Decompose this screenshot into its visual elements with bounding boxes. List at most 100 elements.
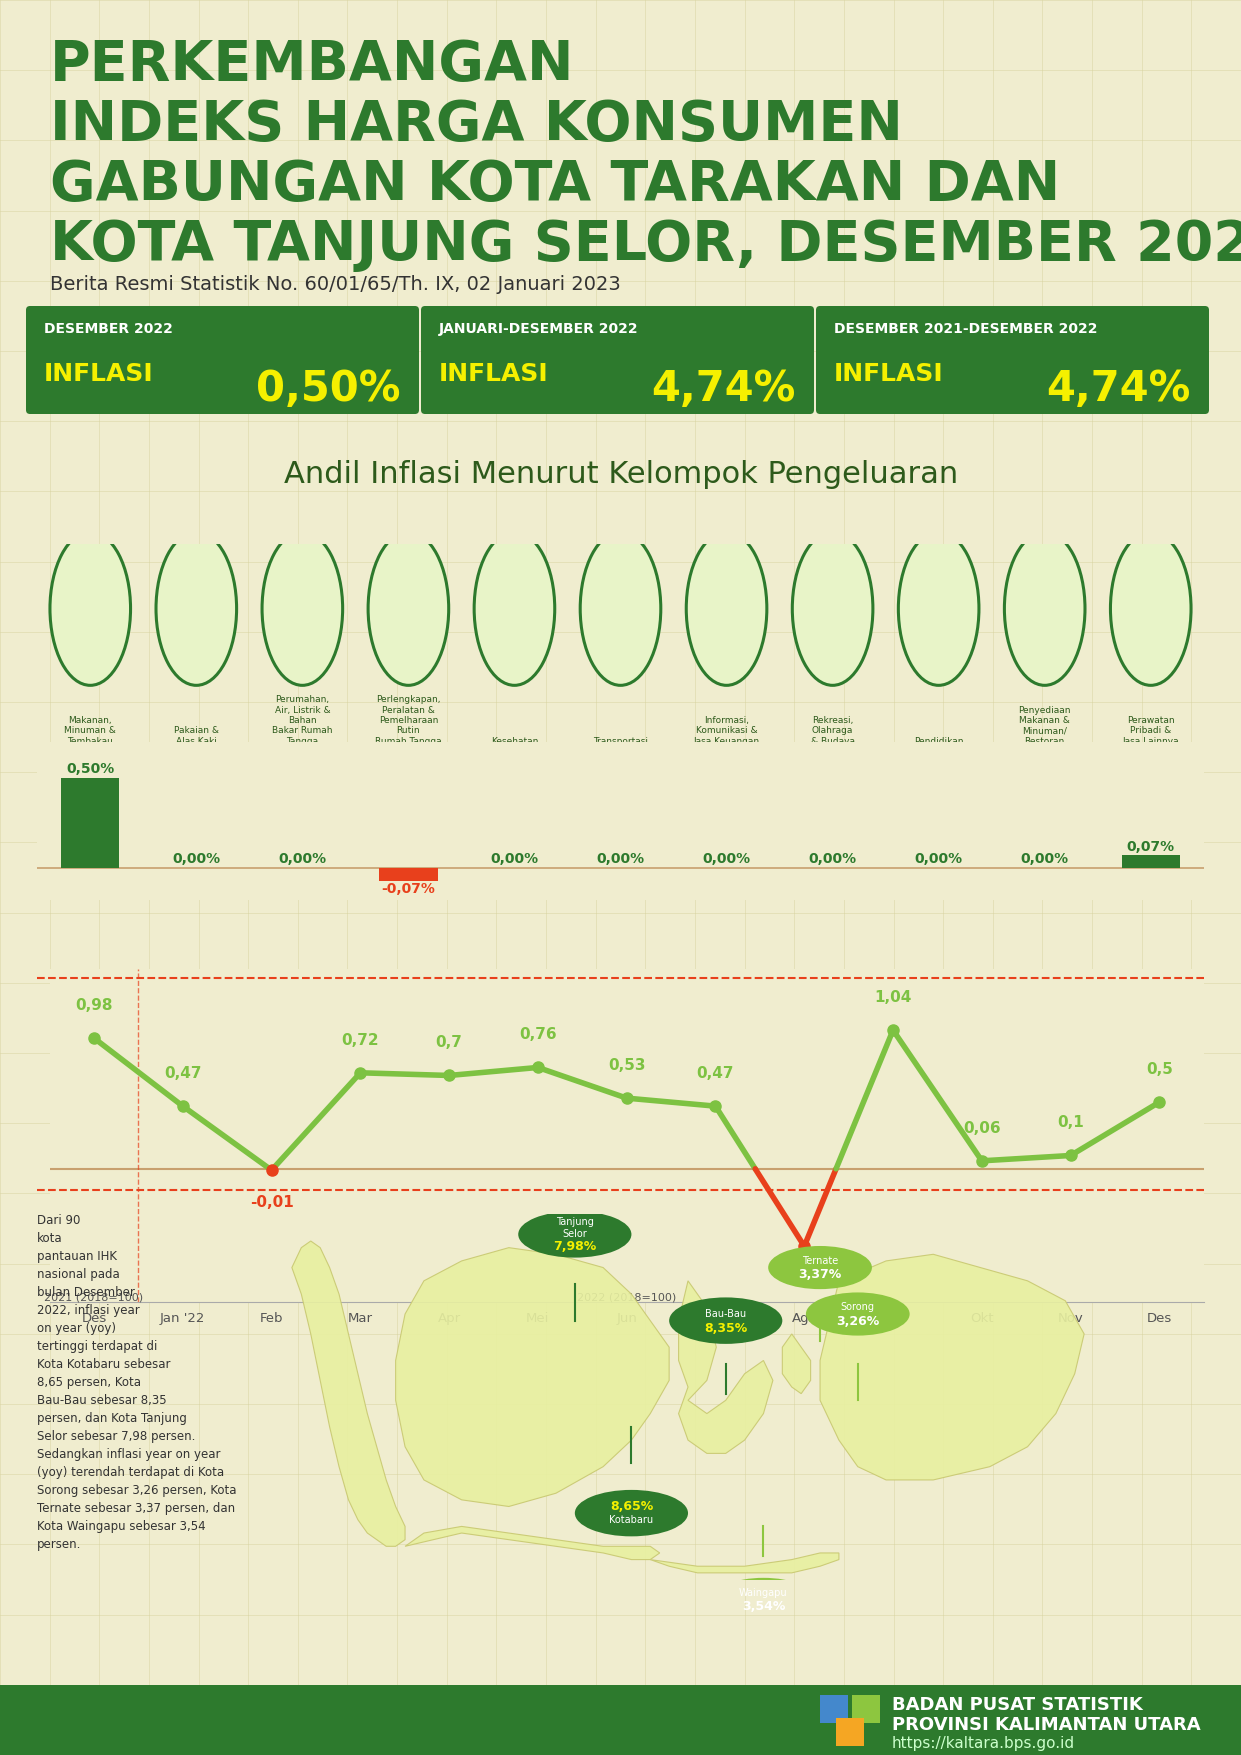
Bar <box>1122 855 1180 869</box>
Text: PERKEMBANGAN: PERKEMBANGAN <box>50 39 575 91</box>
Text: 0,00%: 0,00% <box>702 853 751 867</box>
Polygon shape <box>405 1527 660 1560</box>
Text: di 90 Kota: di 90 Kota <box>544 1179 697 1209</box>
Text: 2021 (2018=100): 2021 (2018=100) <box>45 1292 144 1302</box>
Text: 0,00%: 0,00% <box>278 853 326 867</box>
Circle shape <box>792 532 872 686</box>
Text: Sorong: Sorong <box>841 1302 875 1313</box>
Text: 0,1: 0,1 <box>1057 1116 1083 1130</box>
Circle shape <box>1111 532 1191 686</box>
Text: 0,5: 0,5 <box>1145 1062 1173 1078</box>
Circle shape <box>581 532 660 686</box>
Text: 0,00%: 0,00% <box>915 853 963 867</box>
Text: JANUARI-DESEMBER 2022: JANUARI-DESEMBER 2022 <box>439 321 639 335</box>
Text: Rekreasi,
Olahraga
& Budaya: Rekreasi, Olahraga & Budaya <box>810 716 855 746</box>
Text: Makanan,
Minuman &
Tembakau: Makanan, Minuman & Tembakau <box>65 716 117 746</box>
Text: https://kaltara.bps.go.id: https://kaltara.bps.go.id <box>892 1736 1075 1751</box>
Circle shape <box>369 532 449 686</box>
Polygon shape <box>679 1281 773 1453</box>
Text: 3,54%: 3,54% <box>742 1599 786 1613</box>
Text: INFLASI: INFLASI <box>834 362 943 386</box>
Text: 8,35%: 8,35% <box>704 1322 747 1336</box>
FancyBboxPatch shape <box>853 1695 880 1723</box>
Text: Waingapu: Waingapu <box>740 1588 788 1597</box>
Text: Perumahan,
Air, Listrik &
Bahan
Bakar Rumah
Tangga: Perumahan, Air, Listrik & Bahan Bakar Ru… <box>272 695 333 746</box>
Text: INDEKS HARGA KONSUMEN: INDEKS HARGA KONSUMEN <box>50 98 903 153</box>
Text: 0,00%: 0,00% <box>809 853 856 867</box>
Ellipse shape <box>519 1211 632 1258</box>
Ellipse shape <box>669 1297 782 1344</box>
Text: Ternate: Ternate <box>802 1257 838 1265</box>
Text: Pendidikan: Pendidikan <box>913 737 963 746</box>
Ellipse shape <box>805 1292 910 1336</box>
Text: Kotabaru: Kotabaru <box>609 1515 654 1525</box>
Text: Transportasi: Transportasi <box>593 737 648 746</box>
Ellipse shape <box>711 1578 815 1622</box>
Circle shape <box>50 532 130 686</box>
Circle shape <box>1004 532 1085 686</box>
Text: BADAN PUSAT STATISTIK: BADAN PUSAT STATISTIK <box>892 1695 1143 1715</box>
Text: 3,26%: 3,26% <box>836 1316 880 1329</box>
Text: Tanjung
Selor: Tanjung Selor <box>556 1216 593 1239</box>
Text: 1,04: 1,04 <box>875 990 912 1006</box>
Text: 0,53: 0,53 <box>608 1058 645 1072</box>
Text: Perlengkapan,
Peralatan &
Pemelharaan
Rutin
Rumah Tangga: Perlengkapan, Peralatan & Pemelharaan Ru… <box>375 695 442 746</box>
Text: DESEMBER 2022: DESEMBER 2022 <box>43 321 172 335</box>
Text: -0,58: -0,58 <box>782 1271 827 1286</box>
Text: Kesehatan: Kesehatan <box>490 737 539 746</box>
Text: 0,47: 0,47 <box>696 1065 735 1081</box>
FancyBboxPatch shape <box>820 1695 848 1723</box>
Text: 0,76: 0,76 <box>519 1027 557 1042</box>
FancyBboxPatch shape <box>0 1685 1241 1755</box>
Bar <box>380 869 438 881</box>
Text: 0,50%: 0,50% <box>257 369 401 411</box>
Text: 0,07%: 0,07% <box>1127 839 1175 853</box>
Circle shape <box>898 532 979 686</box>
Text: DESEMBER 2021-DESEMBER 2022: DESEMBER 2021-DESEMBER 2022 <box>834 321 1097 335</box>
FancyBboxPatch shape <box>26 305 419 414</box>
Text: Informasi,
Komunikasi &
Jasa Keuangan: Informasi, Komunikasi & Jasa Keuangan <box>694 716 759 746</box>
Text: Perawatan
Pribadi &
Jasa Lainnya: Perawatan Pribadi & Jasa Lainnya <box>1122 716 1179 746</box>
Text: 0,00%: 0,00% <box>1020 853 1069 867</box>
Text: 3,37%: 3,37% <box>798 1267 841 1281</box>
Text: 0,06: 0,06 <box>963 1121 1000 1135</box>
Text: Dari 90
kota
pantauan IHK
nasional pada
bulan Desember
2022, inflasi year
on yea: Dari 90 kota pantauan IHK nasional pada … <box>37 1214 237 1551</box>
FancyBboxPatch shape <box>836 1718 864 1746</box>
Text: -0,01: -0,01 <box>249 1195 293 1211</box>
Text: 0,98: 0,98 <box>76 999 113 1013</box>
Polygon shape <box>292 1241 405 1546</box>
Text: 0,00%: 0,00% <box>597 853 644 867</box>
Ellipse shape <box>575 1490 688 1536</box>
Text: 4,74%: 4,74% <box>652 369 795 411</box>
Text: Berita Resmi Statistik No. 60/01/65/Th. IX, 02 Januari 2023: Berita Resmi Statistik No. 60/01/65/Th. … <box>50 276 620 295</box>
Circle shape <box>156 532 237 686</box>
Text: GABUNGAN KOTA TARAKAN DAN: GABUNGAN KOTA TARAKAN DAN <box>50 158 1060 212</box>
Circle shape <box>474 532 555 686</box>
Text: Pakaian &
Alas Kaki: Pakaian & Alas Kaki <box>174 727 218 746</box>
Text: Bau-Bau: Bau-Bau <box>705 1309 746 1320</box>
FancyBboxPatch shape <box>421 305 814 414</box>
Text: INFLASI: INFLASI <box>43 362 154 386</box>
Polygon shape <box>650 1553 839 1572</box>
Text: PROVINSI KALIMANTAN UTARA: PROVINSI KALIMANTAN UTARA <box>892 1716 1200 1734</box>
Polygon shape <box>782 1334 810 1393</box>
Polygon shape <box>396 1248 669 1506</box>
Text: 0,00%: 0,00% <box>490 853 539 867</box>
Text: Inflasi/Deflasi: Inflasi/Deflasi <box>406 1144 620 1174</box>
FancyBboxPatch shape <box>817 305 1209 414</box>
Text: 0,47: 0,47 <box>164 1065 201 1081</box>
Text: 4,74%: 4,74% <box>1046 369 1191 411</box>
Text: 0,7: 0,7 <box>436 1035 463 1051</box>
Text: 0,00%: 0,00% <box>172 853 221 867</box>
Text: KOTA TANJUNG SELOR, DESEMBER 2022: KOTA TANJUNG SELOR, DESEMBER 2022 <box>50 218 1241 272</box>
Text: Penyediaan
Makanan &
Minuman/
Restoran: Penyediaan Makanan & Minuman/ Restoran <box>1019 706 1071 746</box>
Ellipse shape <box>768 1246 872 1290</box>
Text: 7,98%: 7,98% <box>553 1239 597 1253</box>
Bar <box>61 777 119 869</box>
Text: 2022 (2018=100): 2022 (2018=100) <box>577 1292 676 1302</box>
Text: 0,72: 0,72 <box>341 1032 380 1048</box>
Text: 8,65%: 8,65% <box>609 1501 653 1513</box>
Text: 0,50%: 0,50% <box>66 762 114 776</box>
Circle shape <box>686 532 767 686</box>
Text: INFLASI: INFLASI <box>439 362 549 386</box>
